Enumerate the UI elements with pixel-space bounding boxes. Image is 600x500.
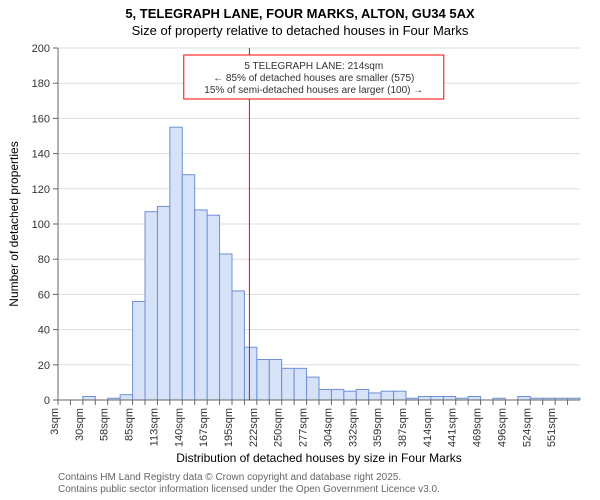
histogram-bar [195,210,207,400]
y-tick-label: 40 [38,325,50,337]
histogram-bar [443,396,455,400]
y-tick-label: 160 [32,113,50,125]
histogram-bar [133,301,145,400]
histogram-bar [145,212,157,400]
annotation-line: ← 85% of detached houses are smaller (57… [213,73,414,84]
x-tick-label: 167sqm [198,408,210,447]
y-tick-label: 120 [32,184,50,196]
histogram-bar [319,389,331,400]
x-tick-label: 85sqm [124,408,136,441]
x-tick-label: 113sqm [148,408,160,446]
histogram-bar [369,393,381,400]
histogram-bar [83,396,95,400]
histogram-bar [232,291,244,400]
histogram-bar [282,368,294,400]
x-tick-label: 332sqm [347,408,359,447]
histogram-bar [381,391,393,400]
x-tick-label: 277sqm [298,408,310,447]
x-tick-label: 3sqm [49,408,61,435]
chart-container: 0 20 40 60 80 100 120 140 160 180 200 3sqm 30sqm 58sq… [0,0,600,500]
histogram-bar [244,347,256,400]
x-tick-label: 387sqm [397,408,409,447]
x-tick-label: 414sqm [422,408,434,447]
y-tick-label: 140 [32,149,50,161]
x-tick-label: 250sqm [273,408,285,447]
y-tick-label: 20 [38,360,50,372]
x-tick-label: 551sqm [546,408,558,447]
x-tick-label: 304sqm [322,408,334,447]
x-tick-label: 469sqm [472,408,484,447]
x-tick-label: 195sqm [223,408,235,447]
histogram-bar [269,360,281,400]
y-axis-title: Number of detached properties [7,141,21,306]
histogram-bar [356,389,368,400]
histogram-bar [182,175,194,400]
histogram-bar [518,396,530,400]
y-tick-label: 180 [32,78,50,90]
x-tick-label: 524sqm [521,408,533,447]
x-tick-label: 58sqm [99,408,111,441]
histogram-bar [170,127,182,400]
histogram-bar [307,377,319,400]
annotation-line: 5 TELEGRAPH LANE: 214sqm [244,61,383,72]
x-tick-label: 441sqm [447,408,459,447]
y-tick-label: 60 [38,289,50,301]
x-tick-label: 30sqm [74,408,86,441]
histogram-bar [394,391,406,400]
histogram-bar [431,396,443,400]
y-tick-label: 200 [32,43,50,55]
x-tick-label: 359sqm [372,408,384,447]
footer-line-1: Contains HM Land Registry data © Crown c… [58,472,401,483]
chart-subtitle: Size of property relative to detached ho… [132,23,469,38]
histogram-bar [418,396,430,400]
x-tick-label: 496sqm [496,408,508,447]
histogram-bar [344,391,356,400]
histogram-bar [468,396,480,400]
x-axis-title: Distribution of detached houses by size … [176,451,461,465]
histogram-bar [257,360,269,400]
histogram-bar [294,368,306,400]
chart-title: 5, TELEGRAPH LANE, FOUR MARKS, ALTON, GU… [125,6,475,21]
histogram-bar [207,215,219,400]
histogram-bar [331,389,343,400]
histogram-bar [220,254,232,400]
y-tick-label: 80 [38,254,50,266]
x-tick-label: 222sqm [248,408,260,447]
annotation-line: 15% of semi-detached houses are larger (… [204,85,423,96]
histogram-bar [120,395,132,400]
y-tick-label: 100 [32,219,50,231]
histogram-chart: 0 20 40 60 80 100 120 140 160 180 200 3sqm 30sqm 58sq… [0,0,600,500]
y-tick-label: 0 [44,395,50,407]
footer-line-2: Contains public sector information licen… [58,484,440,495]
x-tick-label: 140sqm [173,408,185,447]
histogram-bar [157,206,169,400]
